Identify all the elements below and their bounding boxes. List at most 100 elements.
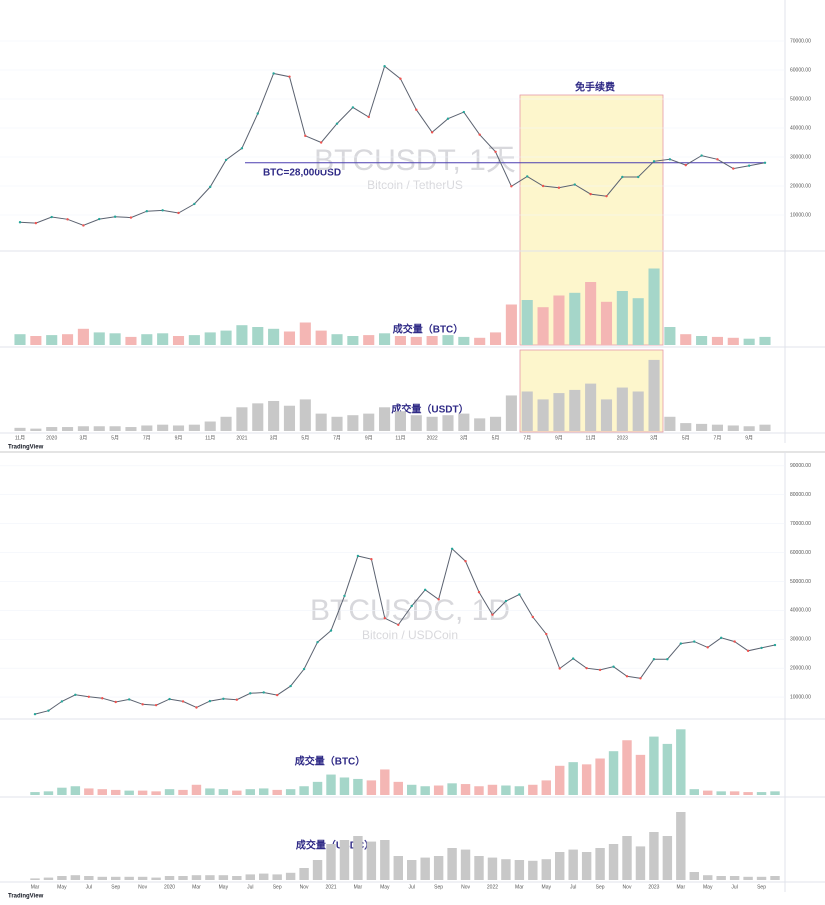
volume-bar [379, 407, 391, 431]
volume-bar [585, 383, 597, 431]
volume-bar [188, 335, 200, 345]
volume-bar [46, 427, 58, 431]
volume-bar [676, 729, 686, 795]
price-point [304, 134, 307, 138]
volume-bar [141, 425, 153, 431]
volume-bar [553, 295, 565, 345]
time-tick-label: Mar [31, 884, 40, 890]
volume-bar [727, 425, 739, 431]
volume-bar [595, 758, 605, 795]
price-tick-label: 60000.00 [790, 550, 811, 556]
time-tick-label: 7月 [143, 435, 151, 441]
volume-bar [111, 789, 121, 795]
volume-bar [433, 785, 444, 795]
volume-bar [759, 336, 771, 345]
volume-bar [380, 840, 390, 880]
volume-bar [272, 874, 282, 880]
price-point [763, 161, 767, 164]
volume-bar [600, 399, 613, 431]
volume-bar [283, 331, 296, 345]
volume-bar [339, 777, 350, 795]
time-tick-label: May [380, 884, 390, 890]
volume-bar [393, 856, 403, 880]
volume-bar [537, 399, 549, 431]
volume-bar [124, 790, 134, 795]
time-tick-label: 2022 [487, 884, 498, 890]
time-tick-label: 5月 [682, 435, 690, 441]
volume-bar [111, 876, 121, 880]
volume-bar [622, 836, 632, 880]
price-point [684, 163, 687, 167]
time-tick-label: 3月 [270, 435, 278, 441]
volume-bar [474, 337, 486, 345]
watermark: BTCUSDT, 1天 [314, 144, 516, 177]
price-point [773, 643, 777, 647]
price-point [700, 154, 703, 157]
volume-bar [157, 424, 169, 431]
volume-bar [14, 427, 26, 431]
volume-bar [521, 300, 533, 345]
volume-bar [299, 322, 311, 345]
price-tick-label: 40000.00 [790, 125, 811, 131]
volume-bar [696, 336, 708, 345]
price-point [383, 65, 386, 68]
price-point [477, 590, 481, 594]
volume-bar [220, 416, 232, 431]
time-tick-label: 3月 [650, 435, 658, 441]
volume-bar [662, 836, 673, 880]
price-point [652, 160, 656, 163]
annotation: 成交量（BTC） [393, 323, 464, 336]
volume-bar [537, 307, 549, 345]
price-point [289, 684, 292, 688]
volume-bar [460, 784, 471, 795]
volume-bar [232, 876, 242, 880]
volume-bar [608, 751, 619, 795]
volume-bar [93, 426, 105, 431]
time-tick-label: Jul [731, 884, 737, 890]
price-point [478, 133, 481, 136]
volume-bar [347, 415, 359, 431]
time-tick-label: 11月 [15, 435, 25, 441]
time-tick-label: 9月 [745, 435, 753, 441]
time-tick-label: May [703, 884, 713, 890]
price-tick-label: 30000.00 [790, 154, 811, 160]
volume-bar [581, 852, 592, 880]
volume-bar [716, 876, 726, 880]
price-tick-label: 70000.00 [790, 521, 811, 527]
time-tick-label: 11月 [205, 435, 215, 441]
volume-bar [770, 876, 780, 880]
price-point [621, 175, 624, 179]
volume-bar [711, 424, 723, 431]
price-point [639, 677, 642, 680]
volume-bar [553, 393, 565, 431]
volume-bar [252, 327, 264, 345]
volume-bar [62, 334, 74, 345]
volume-bar [581, 764, 592, 795]
time-tick-label: Mar [515, 884, 524, 890]
volume-bar [759, 424, 771, 431]
volume-bar [460, 849, 471, 880]
price-point [343, 594, 346, 598]
volume-bar [204, 421, 216, 431]
price-point [235, 698, 239, 701]
volume-bar [568, 849, 578, 880]
price-point [746, 649, 750, 653]
volume-bar [285, 872, 296, 880]
volume-bar [433, 856, 444, 880]
time-tick-label: 5月 [111, 435, 119, 441]
time-tick-label: Mar [354, 884, 363, 890]
footer-logo: TradingView [8, 894, 44, 900]
volume-bar [299, 399, 311, 431]
volume-bar [442, 335, 454, 345]
price-point [732, 167, 735, 170]
volume-bar [635, 846, 646, 880]
volume-bar [716, 791, 726, 795]
volume-bar [711, 336, 723, 345]
volume-bar [30, 428, 42, 431]
price-tick-label: 80000.00 [790, 492, 811, 498]
price-point [706, 646, 709, 649]
volume-bar [191, 875, 202, 880]
volume-bar [420, 857, 430, 880]
volume-bar [394, 336, 406, 345]
price-point [558, 667, 561, 670]
